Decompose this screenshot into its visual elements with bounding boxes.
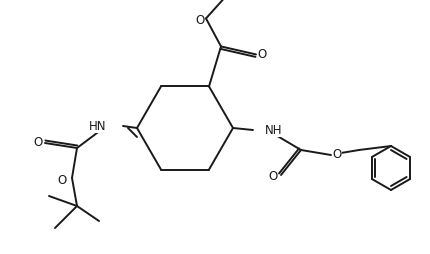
Text: O: O [268,170,277,183]
Text: O: O [332,149,341,162]
Text: O: O [57,173,67,186]
Text: O: O [257,48,266,61]
Text: HN: HN [88,119,106,133]
Text: NH: NH [264,123,282,136]
Text: O: O [33,136,43,150]
Text: O: O [195,14,204,27]
